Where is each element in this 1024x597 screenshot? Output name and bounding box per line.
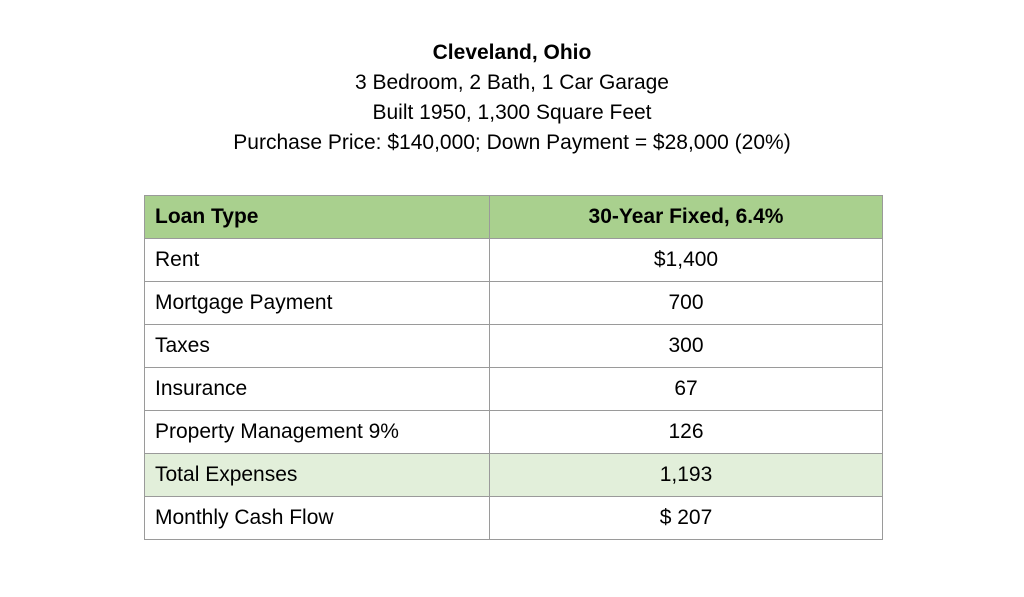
table-row: Property Management 9% 126 [144,410,883,454]
row-value: 126 [489,410,883,454]
table-row: Taxes 300 [144,324,883,368]
row-label: Property Management 9% [144,410,490,454]
header-label: Loan Type [144,195,490,239]
row-value: 1,193 [489,453,883,497]
row-value: 300 [489,324,883,368]
row-label: Rent [144,238,490,282]
city-title: Cleveland, Ohio [432,41,592,64]
table-header-row: Loan Type 30-Year Fixed, 6.4% [144,195,883,239]
row-label: Taxes [144,324,490,368]
total-expenses-row: Total Expenses 1,193 [144,453,883,497]
row-value: 700 [489,281,883,325]
header-value: 30-Year Fixed, 6.4% [489,195,883,239]
row-value: $1,400 [489,238,883,282]
table-row: Insurance 67 [144,367,883,411]
table-row: Rent $1,400 [144,238,883,282]
row-value: $ 207 [489,496,883,540]
cash-flow-table: Loan Type 30-Year Fixed, 6.4% Rent $1,40… [144,195,883,540]
row-label: Monthly Cash Flow [144,496,490,540]
purchase-price: Purchase Price: $140,000; Down Payment =… [233,131,791,154]
row-label: Total Expenses [144,453,490,497]
property-header: Cleveland, Ohio 3 Bedroom, 2 Bath, 1 Car… [0,38,1024,158]
monthly-cash-flow-row: Monthly Cash Flow $ 207 [144,496,883,540]
property-built: Built 1950, 1,300 Square Feet [372,101,652,124]
row-label: Mortgage Payment [144,281,490,325]
property-specs: 3 Bedroom, 2 Bath, 1 Car Garage [354,71,669,94]
table-row: Mortgage Payment 700 [144,281,883,325]
row-value: 67 [489,367,883,411]
row-label: Insurance [144,367,490,411]
